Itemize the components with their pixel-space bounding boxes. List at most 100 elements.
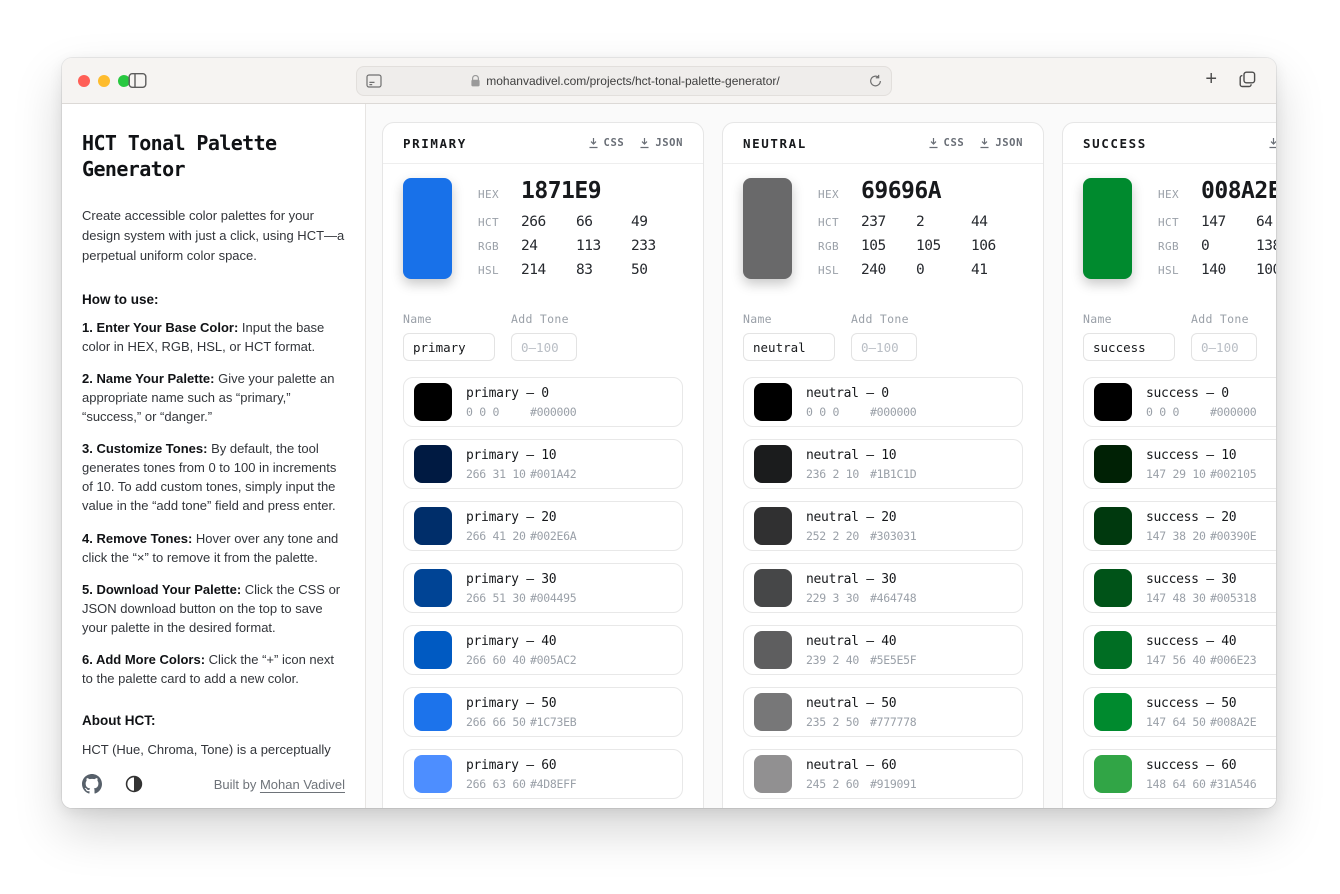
tone-row[interactable]: neutral – 20 252 2 20 #303031 — [743, 501, 1023, 551]
tone-row[interactable]: primary – 10 266 31 10 #001A42 — [403, 439, 683, 489]
palette-name-input[interactable] — [403, 333, 495, 361]
page-settings-icon[interactable] — [366, 74, 382, 88]
tone-swatch — [754, 631, 792, 669]
base-color-swatch[interactable] — [403, 178, 452, 279]
tone-title: neutral – 50 — [806, 695, 897, 711]
base-color-swatch[interactable] — [743, 178, 792, 279]
how-to-step: 1. Enter Your Base Color: Input the base… — [82, 319, 325, 354]
theme-toggle-icon[interactable] — [125, 775, 143, 793]
how-to-heading: How to use: — [82, 291, 159, 307]
tone-title: success – 0 — [1146, 385, 1229, 401]
download-css-button[interactable]: CSS — [928, 137, 965, 149]
tone-row[interactable]: success – 60 148 64 60 #31A546 — [1083, 749, 1276, 799]
base-color-values: HEX 1871E9 HCT 266 66 49 RGB 24 113 233 — [478, 178, 683, 286]
close-window-button[interactable] — [78, 75, 90, 87]
tone-hct-values: 239 2 40 — [806, 652, 859, 667]
rgb-label: RGB — [1158, 240, 1180, 253]
tone-row[interactable]: success – 0 0 0 0 #000000 — [1083, 377, 1276, 427]
palette-name-input[interactable] — [743, 333, 835, 361]
reload-icon[interactable] — [869, 74, 882, 88]
download-json-button[interactable]: JSON — [979, 137, 1023, 149]
palette-card: PRIMARY CSS JSON — [382, 122, 704, 808]
tone-hex-value: #002105 — [1210, 466, 1257, 481]
download-icon — [640, 137, 649, 149]
minimize-window-button[interactable] — [98, 75, 110, 87]
download-css-button[interactable]: CSS — [1268, 137, 1276, 149]
tone-row[interactable]: primary – 30 266 51 30 #004495 — [403, 563, 683, 613]
github-icon[interactable] — [82, 774, 102, 794]
hsl-l: 50 — [631, 262, 648, 278]
tab-overview-icon[interactable] — [1239, 71, 1256, 88]
tone-row[interactable]: primary – 60 266 63 60 #4D8EFF — [403, 749, 683, 799]
tone-list: neutral – 0 0 0 0 #000000 neutral – 10 2… — [743, 377, 1023, 799]
tone-swatch — [414, 445, 452, 483]
tone-row[interactable]: neutral – 30 229 3 30 #464748 — [743, 563, 1023, 613]
tone-row[interactable]: neutral – 60 245 2 60 #919091 — [743, 749, 1023, 799]
base-color-swatch[interactable] — [1083, 178, 1132, 279]
tone-hex-value: #5E5E5F — [870, 652, 917, 667]
tone-row[interactable]: primary – 40 266 60 40 #005AC2 — [403, 625, 683, 675]
hsl-s: 0 — [916, 262, 925, 278]
rgb-g: 113 — [576, 238, 601, 254]
palette-card: NEUTRAL CSS JSON — [722, 122, 1044, 808]
tone-row[interactable]: neutral – 0 0 0 0 #000000 — [743, 377, 1023, 427]
download-json-button[interactable]: JSON — [639, 137, 683, 149]
tone-row[interactable]: neutral – 50 235 2 50 #777778 — [743, 687, 1023, 737]
built-by-text: Built by Mohan Vadivel — [213, 776, 345, 792]
tone-title: primary – 40 — [466, 633, 557, 649]
how-to-steps: 1. Enter Your Base Color: Input the base… — [82, 318, 345, 689]
page-title: HCT Tonal Palette Generator — [82, 131, 277, 182]
tone-row[interactable]: success – 40 147 56 40 #006E23 — [1083, 625, 1276, 675]
palette-card-header: SUCCESS CSS JSON — [1063, 123, 1276, 164]
tone-hct-values: 148 64 60 — [1146, 776, 1206, 791]
palette-name: NEUTRAL — [743, 135, 807, 151]
hsl-label: HSL — [818, 264, 840, 277]
add-tone-input[interactable] — [1191, 333, 1257, 361]
tone-row[interactable]: success – 20 147 38 20 #00390E — [1083, 501, 1276, 551]
tone-swatch — [754, 693, 792, 731]
tone-hex-value: #303031 — [870, 528, 917, 543]
new-tab-button[interactable]: + — [1205, 68, 1217, 90]
add-tone-input[interactable] — [851, 333, 917, 361]
tone-swatch — [754, 755, 792, 793]
tone-row[interactable]: primary – 50 266 66 50 #1C73EB — [403, 687, 683, 737]
tone-row[interactable]: success – 50 147 64 50 #008A2E — [1083, 687, 1276, 737]
palette-name: PRIMARY — [403, 135, 467, 151]
rgb-r: 0 — [1201, 238, 1210, 254]
hct-t: 44 — [971, 214, 988, 230]
hct-h: 147 — [1201, 214, 1226, 230]
zoom-window-button[interactable] — [118, 75, 130, 87]
tone-title: success – 50 — [1146, 695, 1237, 711]
tone-swatch — [414, 569, 452, 607]
tone-row[interactable]: primary – 0 0 0 0 #000000 — [403, 377, 683, 427]
address-bar[interactable]: mohanvadivel.com/projects/hct-tonal-pale… — [356, 66, 892, 96]
download-icon — [980, 137, 989, 149]
rgb-g: 138 — [1256, 238, 1276, 254]
name-field-label: Name — [403, 312, 432, 326]
tone-row[interactable]: neutral – 10 236 2 10 #1B1C1D — [743, 439, 1023, 489]
hct-t: 49 — [631, 214, 648, 230]
palette-name-input[interactable] — [1083, 333, 1175, 361]
tone-row[interactable]: primary – 20 266 41 20 #002E6A — [403, 501, 683, 551]
browser-chrome: mohanvadivel.com/projects/hct-tonal-pale… — [62, 58, 1276, 104]
palette-card-header: PRIMARY CSS JSON — [383, 123, 703, 164]
rgb-r: 105 — [861, 238, 886, 254]
download-css-button[interactable]: CSS — [588, 137, 625, 149]
sidebar-toggle-icon[interactable] — [128, 72, 147, 89]
hct-label: HCT — [1158, 216, 1180, 229]
rgb-label: RGB — [478, 240, 500, 253]
how-to-step: 2. Name Your Palette: Give your palette … — [82, 370, 335, 425]
add-tone-input[interactable] — [511, 333, 577, 361]
tone-row[interactable]: neutral – 40 239 2 40 #5E5E5F — [743, 625, 1023, 675]
lock-icon — [471, 75, 480, 87]
tone-row[interactable]: success – 10 147 29 10 #002105 — [1083, 439, 1276, 489]
tone-row[interactable]: success – 30 147 48 30 #005318 — [1083, 563, 1276, 613]
hex-value: 69696A — [861, 178, 942, 204]
tone-hex-value: #005AC2 — [530, 652, 577, 667]
tone-title: neutral – 0 — [806, 385, 889, 401]
tone-swatch — [1094, 507, 1132, 545]
author-link[interactable]: Mohan Vadivel — [259, 776, 345, 792]
tone-hex-value: #000000 — [870, 404, 917, 419]
tone-hct-values: 147 29 10 — [1146, 466, 1206, 481]
hsl-s: 100 — [1256, 262, 1276, 278]
